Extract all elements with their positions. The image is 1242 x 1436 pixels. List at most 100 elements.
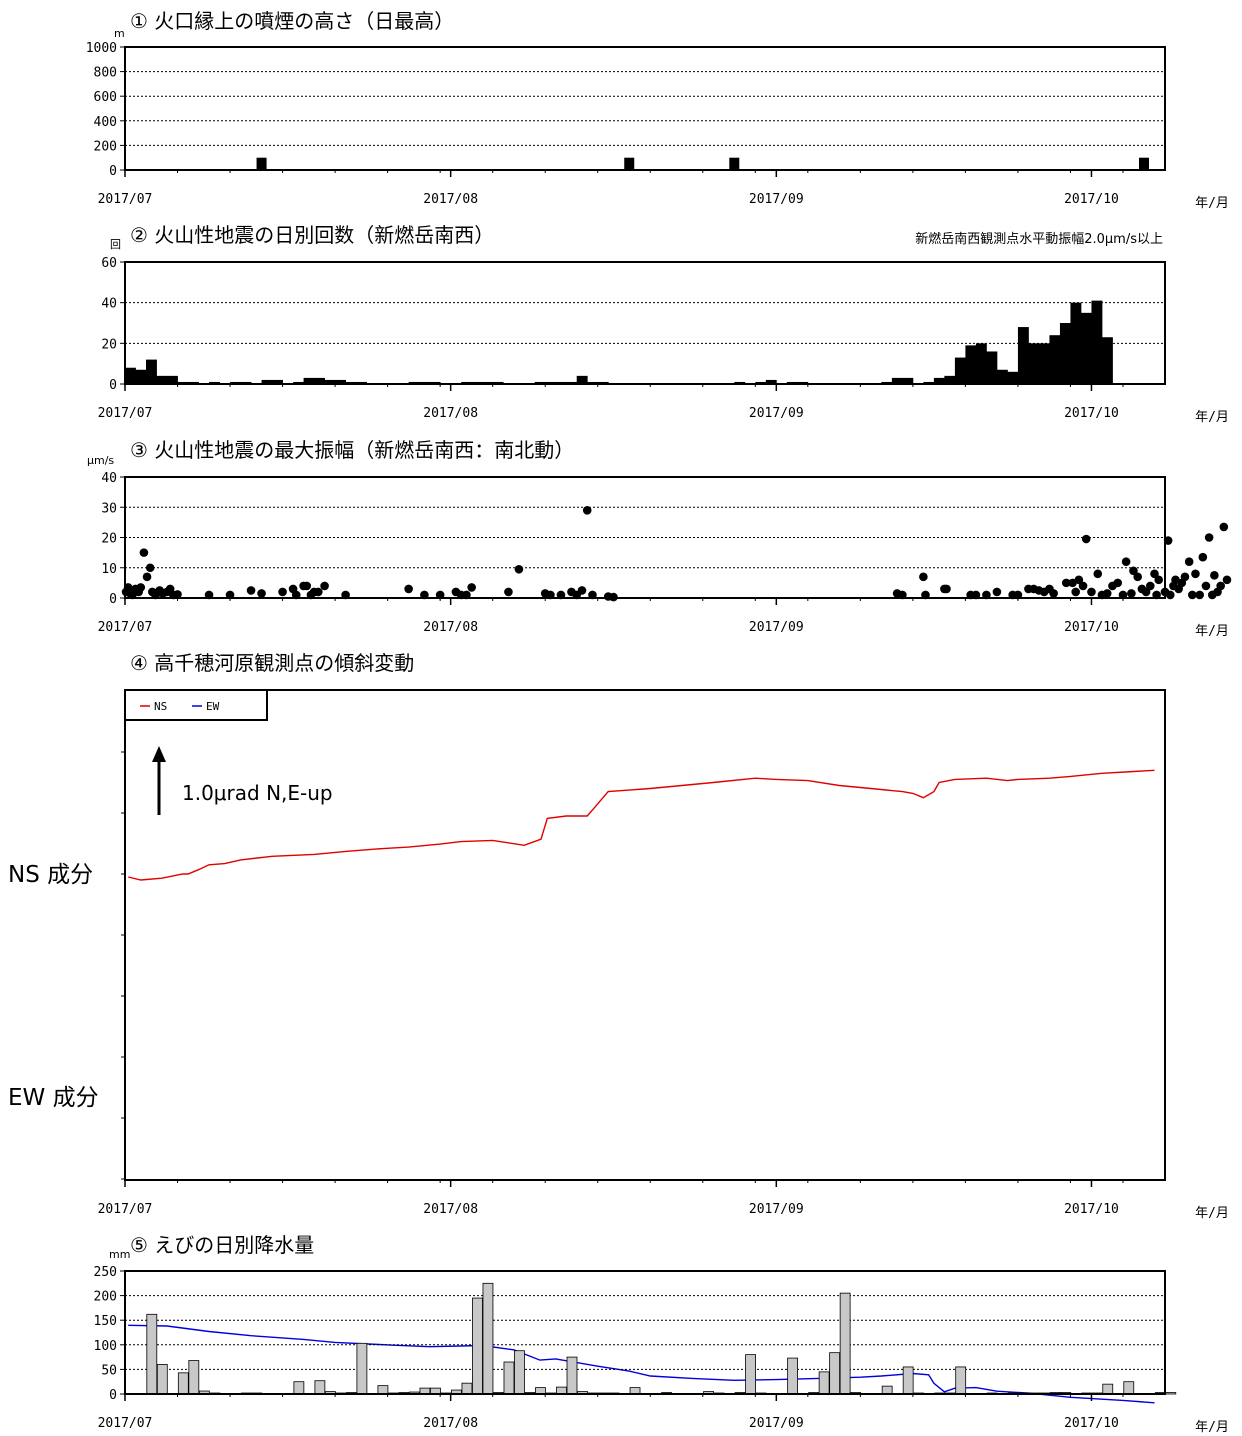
- x-tick-label: 2017/10: [1064, 1416, 1119, 1431]
- quake-count-bar: [188, 381, 199, 384]
- x-unit-label: 年/月: [1195, 1206, 1229, 1221]
- amplitude-point: [320, 581, 329, 591]
- rain-bar: [514, 1350, 525, 1395]
- quake-count-bar: [293, 381, 304, 384]
- rain-bar: [377, 1385, 389, 1395]
- rain-bar: [1165, 1392, 1177, 1395]
- rain-bar: [314, 1380, 326, 1395]
- amplitude-point: [1061, 578, 1071, 588]
- rain-bar: [818, 1371, 830, 1395]
- x-tick-label: 2017/09: [749, 1416, 804, 1431]
- rain-bar: [472, 1297, 483, 1395]
- x-tick-label: 2017/07: [98, 192, 153, 207]
- rain-bar: [156, 1364, 168, 1395]
- y-tick-label: 200: [94, 139, 117, 154]
- rain-bar: [745, 1354, 756, 1395]
- rain-bar: [787, 1357, 798, 1395]
- quake-count-bar: [1080, 312, 1092, 384]
- amplitude-point: [582, 505, 592, 515]
- amplitude-point: [1093, 569, 1103, 579]
- plot-frame: [124, 46, 1166, 171]
- amplitude-point: [1081, 534, 1091, 544]
- quake-count-bar: [492, 381, 504, 384]
- quake-count-bar: [545, 381, 557, 384]
- amplitude-point: [1133, 572, 1142, 582]
- amplitude-point: [514, 564, 524, 574]
- quake-count-bar: [965, 345, 977, 384]
- amplitude-point: [992, 587, 1002, 597]
- quake-count-bar: [1070, 302, 1082, 384]
- x-tick-label: 2017/08: [423, 192, 478, 207]
- quake-count-bar: [797, 381, 809, 384]
- quake-count-bar: [566, 381, 578, 384]
- quake-count-bar: [996, 369, 1008, 384]
- legend-label-ns: NS: [154, 700, 167, 713]
- x-tick-label: 2017/10: [1064, 620, 1119, 635]
- rain-bar: [556, 1386, 567, 1395]
- amplitude-point: [1150, 569, 1159, 579]
- rain-bar: [839, 1292, 851, 1395]
- amplitude-point: [1184, 557, 1194, 566]
- panel2-annotation: 新燃岳南西観測点水平動振幅2.0μm/s以上: [915, 231, 1163, 247]
- x-unit-label: 年/月: [1195, 410, 1229, 425]
- y-tick-label: 30: [101, 501, 117, 516]
- panel2-title: ② 火山性地震の日別回数（新燃岳南西）: [130, 223, 494, 247]
- amplitude-point: [919, 572, 928, 582]
- legend-box: [124, 689, 268, 721]
- amplitude-point: [1216, 581, 1225, 591]
- plot-frame: [124, 261, 1166, 385]
- tilt-line-ns: [128, 769, 1155, 881]
- amplitude-point: [302, 581, 312, 591]
- quake-count-bar: [587, 381, 599, 384]
- rain-bar: [902, 1366, 914, 1395]
- panel-3: 0 10 20 30 40 2017/07 2017/08 2017/09 2017/10 年/月: [98, 471, 1232, 639]
- quake-count-bar: [303, 377, 315, 384]
- amplitude-point: [1191, 569, 1200, 579]
- quake-count-bar: [209, 381, 220, 384]
- quake-count-bar: [1007, 371, 1019, 384]
- quake-count-bar: [167, 375, 178, 384]
- quake-count-bar: [933, 377, 945, 384]
- panel-2: 0 20 40 60 2017/07 2017/08 2017/09 2017/10 年/月: [98, 256, 1229, 425]
- amplitude-point: [136, 583, 146, 592]
- y-tick-label: 400: [94, 115, 117, 130]
- y-tick-label: 20: [101, 337, 117, 352]
- amplitude-point: [1127, 589, 1136, 598]
- amplitude-point: [1049, 589, 1058, 598]
- quake-count-bar: [177, 381, 189, 384]
- amplitude-point: [577, 586, 587, 595]
- plot-frame: [124, 1270, 1166, 1395]
- x-unit-label: 年/月: [1195, 1420, 1229, 1435]
- quake-count-bar: [954, 357, 966, 384]
- rain-bar: [955, 1366, 967, 1395]
- amplitude-point: [1165, 590, 1175, 600]
- rain-bar: [356, 1342, 368, 1395]
- quake-count-bar: [902, 377, 914, 384]
- amplitude-point: [1078, 581, 1088, 591]
- amplitude-point: [145, 563, 155, 573]
- y-tick-label: 0: [109, 378, 117, 393]
- x-tick-label: 2017/09: [749, 192, 804, 207]
- amplitude-point: [942, 584, 951, 594]
- ns-component-label: NS 成分: [8, 862, 93, 888]
- x-tick-label: 2017/08: [423, 406, 478, 421]
- panel1-title: ① 火口縁上の噴煙の高さ（日最高）: [130, 9, 454, 33]
- quake-count-bar: [156, 375, 168, 384]
- rain-bar: [482, 1282, 494, 1395]
- quake-count-bar: [597, 381, 609, 384]
- y-tick-label: 40: [101, 471, 117, 486]
- rain-bar: [461, 1382, 473, 1395]
- amplitude-point: [1154, 575, 1163, 585]
- quake-count-bar: [786, 381, 798, 384]
- quake-count-bar: [986, 351, 998, 384]
- quake-count-bar: [314, 377, 325, 384]
- legend-label-ew: EW: [206, 700, 220, 713]
- amplitude-point: [1204, 533, 1214, 542]
- amplitude-point: [173, 590, 182, 599]
- quake-count-bar: [765, 379, 777, 384]
- x-tick-label: 2017/10: [1064, 406, 1119, 421]
- rain-bar: [503, 1361, 515, 1395]
- panel4-title: ④ 高千穂河原観測点の傾斜変動: [130, 651, 414, 675]
- amplitude-point: [257, 589, 266, 598]
